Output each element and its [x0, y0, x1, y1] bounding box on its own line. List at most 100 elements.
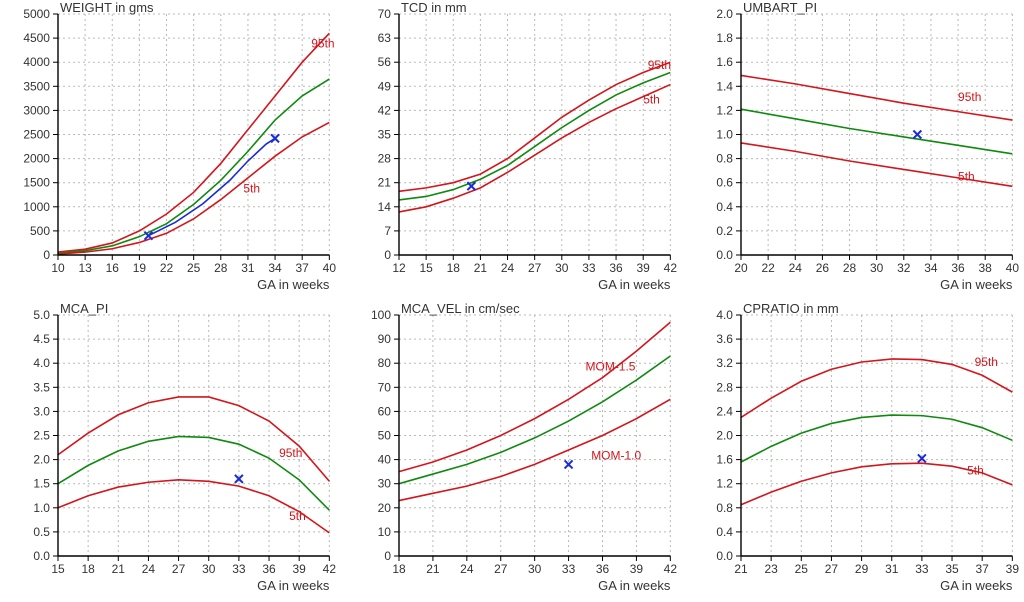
- ytick-label: 0: [43, 248, 50, 262]
- ytick-label: 100: [371, 308, 391, 322]
- panel-cpratio: 95th5th212325272931333537390.00.40.81.21…: [683, 301, 1024, 602]
- xtick-label: 36: [596, 562, 610, 576]
- ytick-label: 4500: [23, 31, 50, 45]
- xtick-label: 29: [855, 562, 869, 576]
- xtick-label: 21: [427, 562, 441, 576]
- xtick-label: 30: [555, 261, 569, 275]
- ytick-label: 4000: [23, 55, 50, 69]
- xtick-label: 39: [637, 261, 651, 275]
- curve-label-95th: 95th: [958, 90, 981, 104]
- ytick-label: 2.0: [716, 7, 733, 21]
- curve-label-95th: 95th: [974, 355, 997, 369]
- ytick-label: 3000: [23, 103, 50, 117]
- ytick-label: 5000: [23, 7, 50, 21]
- xtick-label: 19: [133, 261, 147, 275]
- panel-mcavel: MOM-1.5MOM-1.018212427303336394201020304…: [341, 301, 682, 602]
- curve-label-95th: 95th: [311, 37, 334, 51]
- xtick-label: 27: [528, 261, 542, 275]
- xtick-label: 27: [824, 562, 838, 576]
- ytick-label: 3.5: [33, 380, 50, 394]
- xtick-label: 15: [51, 562, 65, 576]
- xtick-label: 39: [293, 562, 307, 576]
- ytick-label: 3.6: [716, 332, 733, 346]
- ytick-label: 5.0: [33, 308, 50, 322]
- ytick-label: 2.4: [716, 404, 733, 418]
- xtick-label: 18: [81, 562, 95, 576]
- panel-title: UMBART_PI: [743, 0, 817, 15]
- ytick-label: 0.2: [716, 224, 733, 238]
- ytick-label: 0.0: [33, 549, 50, 563]
- xtick-label: 13: [78, 261, 92, 275]
- ytick-label: 3500: [23, 79, 50, 93]
- xtick-label: 24: [788, 261, 802, 275]
- curve-label-mom10: MOM-1.0: [592, 449, 642, 463]
- ytick-label: 4.5: [33, 332, 50, 346]
- xtick-label: 34: [924, 261, 938, 275]
- xtick-label: 21: [474, 261, 488, 275]
- xtick-label: 24: [460, 562, 474, 576]
- ytick-label: 1.6: [716, 55, 733, 69]
- xtick-label: 25: [187, 261, 201, 275]
- panel-title: MCA_VEL in cm/sec: [401, 301, 520, 316]
- panel-title: MCA_PI: [60, 301, 108, 316]
- xtick-label: 36: [610, 261, 624, 275]
- ytick-label: 0.4: [716, 525, 733, 539]
- ytick-label: 28: [378, 152, 392, 166]
- xtick-label: 18: [393, 562, 407, 576]
- curve-label-95th: 95th: [279, 446, 302, 460]
- ytick-label: 500: [30, 224, 50, 238]
- ytick-label: 63: [378, 31, 392, 45]
- ytick-label: 40: [378, 453, 392, 467]
- xtick-label: 10: [51, 261, 65, 275]
- curve-label-95th: 95th: [648, 58, 671, 72]
- xtick-label: 36: [262, 562, 276, 576]
- curve-label-5th: 5th: [289, 509, 306, 523]
- x-axis-label: GA in weeks: [598, 277, 671, 292]
- xtick-label: 30: [202, 562, 216, 576]
- ytick-label: 2000: [23, 152, 50, 166]
- ytick-label: 1.2: [716, 477, 733, 491]
- curve-label-5th: 5th: [958, 169, 975, 183]
- xtick-label: 26: [815, 261, 829, 275]
- ytick-label: 30: [378, 477, 392, 491]
- panel-mcapi: 95th5th151821242730333639420.00.51.01.52…: [0, 301, 341, 602]
- xtick-label: 21: [112, 562, 126, 576]
- ytick-label: 2.0: [33, 453, 50, 467]
- ytick-label: 7: [385, 224, 392, 238]
- ytick-label: 0.5: [33, 525, 50, 539]
- panel-title: CPRATIO in mm: [743, 301, 839, 316]
- ytick-label: 1.0: [33, 501, 50, 515]
- xtick-label: 28: [214, 261, 228, 275]
- panel-title: TCD in mm: [401, 0, 467, 15]
- xtick-label: 23: [764, 562, 778, 576]
- x-axis-label: GA in weeks: [940, 578, 1013, 593]
- ytick-label: 80: [378, 356, 392, 370]
- xtick-label: 38: [978, 261, 992, 275]
- ytick-label: 70: [378, 380, 392, 394]
- panel-umbart: 95th5th20222426283032343638400.00.20.40.…: [683, 0, 1024, 301]
- xtick-label: 15: [420, 261, 434, 275]
- xtick-label: 33: [232, 562, 246, 576]
- xtick-label: 27: [494, 562, 508, 576]
- xtick-label: 39: [1005, 562, 1019, 576]
- ytick-label: 0: [385, 248, 392, 262]
- xtick-label: 39: [630, 562, 644, 576]
- x-axis-label: GA in weeks: [257, 277, 330, 292]
- xtick-label: 37: [296, 261, 310, 275]
- xtick-label: 25: [794, 562, 808, 576]
- xtick-label: 33: [915, 562, 929, 576]
- ytick-label: 4.0: [716, 308, 733, 322]
- xtick-label: 20: [734, 261, 748, 275]
- ytick-label: 0.8: [716, 152, 733, 166]
- ytick-label: 0.0: [716, 549, 733, 563]
- xtick-label: 31: [241, 261, 255, 275]
- ytick-label: 0.6: [716, 176, 733, 190]
- xtick-label: 35: [945, 562, 959, 576]
- xtick-label: 30: [528, 562, 542, 576]
- ytick-label: 35: [378, 128, 392, 142]
- xtick-label: 40: [1005, 261, 1019, 275]
- ytick-label: 50: [378, 429, 392, 443]
- xtick-label: 37: [975, 562, 989, 576]
- ytick-label: 4.0: [33, 356, 50, 370]
- xtick-label: 31: [885, 562, 899, 576]
